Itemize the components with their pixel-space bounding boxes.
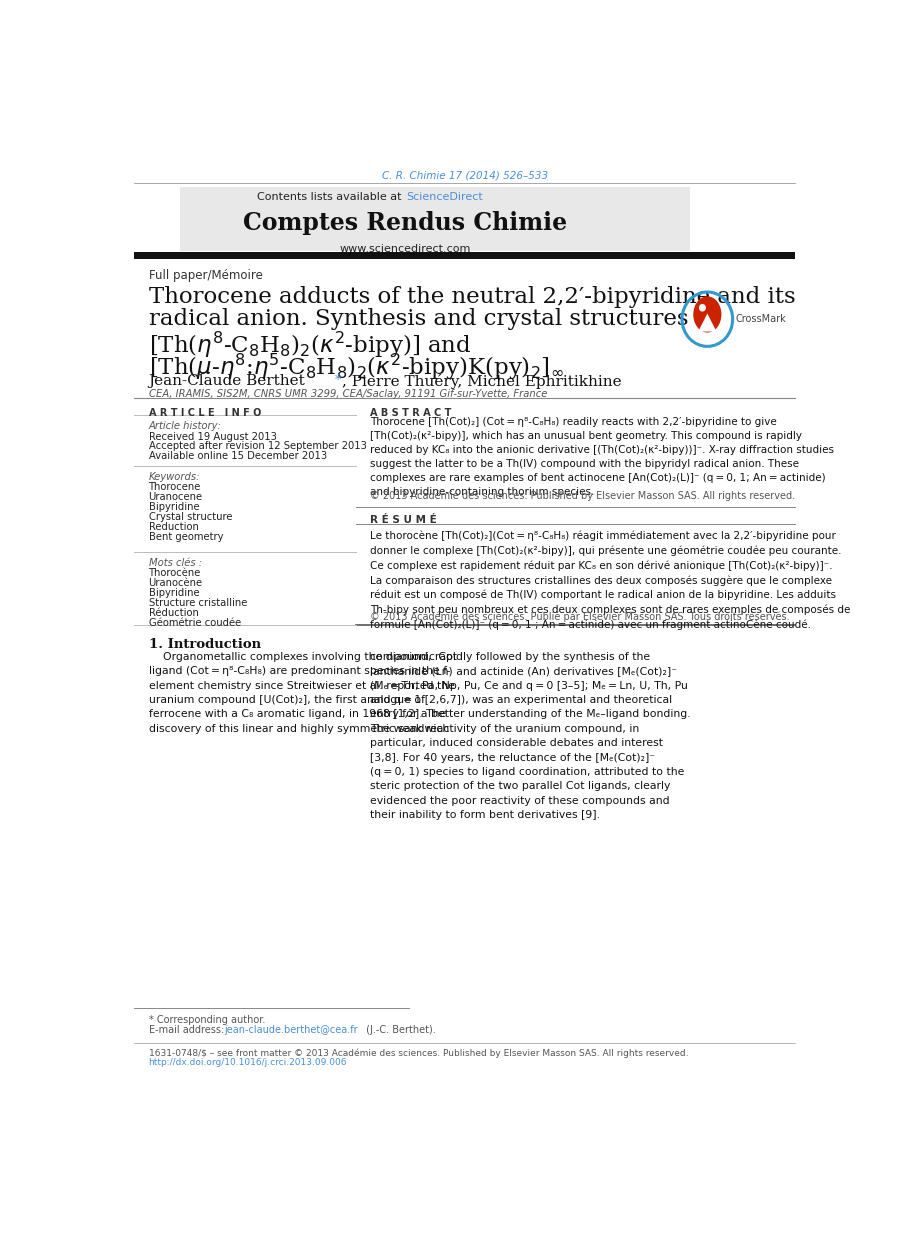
Text: © 2013 Académie des sciences. Published by Elsevier Masson SAS. All rights reser: © 2013 Académie des sciences. Published … (370, 490, 795, 501)
Text: Contents lists available at: Contents lists available at (257, 192, 405, 202)
Text: Uranocene: Uranocene (149, 493, 202, 503)
Text: Réduction: Réduction (149, 608, 199, 618)
Text: [Th($\eta^{8}$-C$_{8}$H$_{8}$)$_{2}$($\kappa^{2}$-bipy)] and: [Th($\eta^{8}$-C$_{8}$H$_{8}$)$_{2}$($\k… (149, 329, 471, 360)
Text: * Corresponding author.: * Corresponding author. (149, 1015, 265, 1025)
Text: Available online 15 December 2013: Available online 15 December 2013 (149, 451, 327, 461)
Text: Full paper/Mémoire: Full paper/Mémoire (149, 269, 262, 282)
Text: 1631-0748/$ – see front matter © 2013 Académie des sciences. Published by Elsevi: 1631-0748/$ – see front matter © 2013 Ac… (149, 1049, 688, 1058)
Text: compound, rapidly followed by the synthesis of the
lanthanide (Ln) and actinide : compound, rapidly followed by the synthe… (370, 652, 690, 821)
Text: ScienceDirect: ScienceDirect (406, 192, 483, 202)
Text: © 2013 Académie des sciences. Publié par Elsevier Masson SAS. Tous droits réserv: © 2013 Académie des sciences. Publié par… (370, 612, 790, 623)
Text: radical anion. Synthesis and crystal structures of: radical anion. Synthesis and crystal str… (149, 308, 717, 329)
Text: Thorocene adducts of the neutral 2,2′-bipyridine and its: Thorocene adducts of the neutral 2,2′-bi… (149, 286, 795, 308)
Text: Thorocene: Thorocene (149, 482, 200, 493)
Text: Le thorocène [Th(Cot)₂](Cot = η⁸-C₈H₈) réagit immédiatement avec la 2,2′-bipyrid: Le thorocène [Th(Cot)₂](Cot = η⁸-C₈H₈) r… (370, 531, 851, 630)
Ellipse shape (693, 296, 721, 333)
Text: CrossMark: CrossMark (736, 314, 786, 324)
Bar (180, 187, 690, 250)
Text: Mots clés :: Mots clés : (149, 557, 201, 567)
Text: C. R. Chimie 17 (2014) 526–533: C. R. Chimie 17 (2014) 526–533 (382, 171, 548, 181)
Text: jean-claude.berthet@cea.fr: jean-claude.berthet@cea.fr (224, 1025, 358, 1035)
Text: Accepted after revision 12 September 2013: Accepted after revision 12 September 201… (149, 441, 366, 451)
Text: Article history:: Article history: (149, 421, 221, 431)
Text: Géométrie coudée: Géométrie coudée (149, 618, 240, 628)
Text: Received 19 August 2013: Received 19 August 2013 (149, 432, 277, 442)
Text: Bipyridine: Bipyridine (149, 503, 200, 513)
Polygon shape (698, 313, 717, 332)
Text: R É S U M É: R É S U M É (370, 515, 436, 525)
Text: CEA, IRAMIS, SIS2M, CNRS UMR 3299, CEA/Saclay, 91191 Gif-sur-Yvette, France: CEA, IRAMIS, SIS2M, CNRS UMR 3299, CEA/S… (149, 389, 547, 399)
Text: [Th($\mu$-$\eta^{8}$:$\eta^{5}$-C$_{8}$H$_{8}$)$_{2}$($\kappa^{2}$-bipy)K(py)$_{: [Th($\mu$-$\eta^{8}$:$\eta^{5}$-C$_{8}$H… (149, 352, 563, 381)
Text: Jean-Claude Berthet: Jean-Claude Berthet (149, 374, 306, 389)
Text: A R T I C L E   I N F O: A R T I C L E I N F O (149, 407, 261, 418)
Text: (J.-C. Berthet).: (J.-C. Berthet). (363, 1025, 435, 1035)
Ellipse shape (699, 305, 706, 312)
Text: Reduction: Reduction (149, 522, 199, 532)
Text: Comptes Rendus Chimie: Comptes Rendus Chimie (243, 212, 567, 235)
Text: , Pierre Thuéry, Michel Ephritikhine: , Pierre Thuéry, Michel Ephritikhine (342, 374, 621, 390)
Text: Keywords:: Keywords: (149, 472, 200, 482)
Text: Structure cristalline: Structure cristalline (149, 598, 247, 608)
Bar (134, 251, 795, 259)
Text: Bipyridine: Bipyridine (149, 588, 200, 598)
Text: 1. Introduction: 1. Introduction (149, 638, 260, 651)
Text: *: * (331, 374, 342, 387)
Text: A B S T R A C T: A B S T R A C T (370, 407, 452, 418)
Text: Organometallic complexes involving the dianionic Cot
ligand (Cot = η⁸-C₈H₈) are : Organometallic complexes involving the d… (149, 652, 456, 734)
Text: Uranocène: Uranocène (149, 578, 202, 588)
Text: Thorocene [Th(Cot)₂] (Cot = η⁸-C₈H₈) readily reacts with 2,2′-bipyridine to give: Thorocene [Th(Cot)₂] (Cot = η⁸-C₈H₈) rea… (370, 417, 834, 498)
Text: http://dx.doi.org/10.1016/j.crci.2013.09.006: http://dx.doi.org/10.1016/j.crci.2013.09… (149, 1058, 347, 1067)
Text: Bent geometry: Bent geometry (149, 532, 223, 542)
Text: www.sciencedirect.com: www.sciencedirect.com (339, 244, 471, 254)
Text: Thorocène: Thorocène (149, 568, 200, 578)
Text: Crystal structure: Crystal structure (149, 513, 232, 522)
Text: E-mail address:: E-mail address: (149, 1025, 227, 1035)
